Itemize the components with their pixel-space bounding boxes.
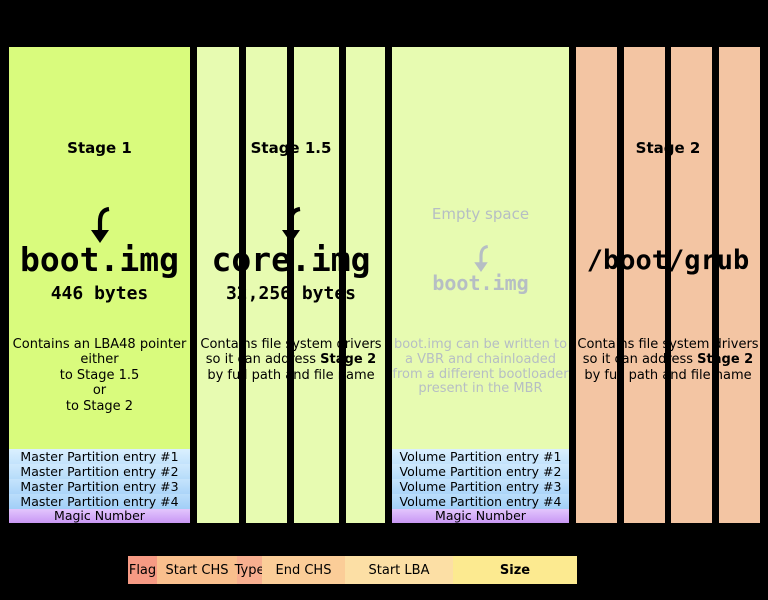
magic-number-row: Magic Number	[9, 509, 190, 523]
stage15-text-layer: Stage 1.5 core.img 32,256 bytes Contains…	[197, 47, 385, 523]
stage1-description: Contains an LBA48 pointer either to Stag…	[12, 337, 187, 414]
stage15-sector-2	[246, 47, 287, 523]
stage1-label: Stage 1	[67, 139, 132, 157]
stage15-sector-1	[197, 47, 239, 523]
empty-space-description: boot.img can be written to a VBR and cha…	[392, 337, 569, 397]
stage15-size: 32,256 bytes	[225, 283, 357, 304]
volume-partition-table: Volume Partition entry #1 Volume Partiti…	[392, 449, 569, 523]
partition-entry-row: Master Partition entry #2	[9, 464, 190, 479]
stage2-description: Contains file system drivers so it can a…	[577, 337, 759, 383]
partition-entry-row: Volume Partition entry #4	[392, 494, 569, 509]
legend-start-lba: Start LBA	[345, 556, 453, 584]
stage15-sector-4	[346, 47, 385, 523]
partition-entry-row: Master Partition entry #1	[9, 449, 190, 464]
stage2-path: /boot/grub	[586, 245, 750, 276]
legend-type: Type	[235, 556, 264, 584]
partition-entry-row: Volume Partition entry #3	[392, 479, 569, 494]
down-arrow-icon	[88, 206, 112, 248]
partition-entry-row: Volume Partition entry #1	[392, 449, 569, 464]
stage15-filename: core.img	[211, 240, 371, 279]
partition-entry-row: Master Partition entry #3	[9, 479, 190, 494]
stage1-mbr-column: Stage 1 boot.img 446 bytes Contains an L…	[9, 47, 190, 523]
stage2-label: Stage 2	[635, 139, 701, 157]
stage2-sector-4	[719, 47, 760, 523]
empty-space-filename: boot.img	[432, 271, 529, 295]
empty-space-label: Empty space	[431, 205, 530, 223]
master-partition-table: Master Partition entry #1 Master Partiti…	[9, 449, 190, 523]
legend-start-chs: Start CHS	[157, 556, 237, 584]
magic-number-row: Magic Number	[392, 509, 569, 523]
stage1-filename: boot.img	[20, 240, 179, 279]
stage15-label: Stage 1.5	[250, 139, 332, 157]
stage2-sector-1	[576, 47, 617, 523]
stage1-size: 446 bytes	[50, 283, 149, 304]
partition-entry-legend: Flag Start CHS Type End CHS Start LBA Si…	[128, 556, 577, 584]
partition-entry-row: Volume Partition entry #2	[392, 464, 569, 479]
down-arrow-icon	[279, 206, 303, 248]
stage2-sector-3	[671, 47, 712, 523]
stage15-description: Contains file system drivers so it can a…	[200, 337, 382, 383]
stage2-text-layer: Stage 2 /boot/grub Contains file system …	[576, 47, 760, 523]
stage2-sector-2	[624, 47, 665, 523]
stage15-sector-3	[294, 47, 339, 523]
faded-down-arrow-icon	[472, 244, 490, 277]
legend-size: Size	[453, 556, 577, 584]
partition-entry-row: Master Partition entry #4	[9, 494, 190, 509]
empty-space-vbr-column: Empty space boot.img boot.img can be wri…	[392, 47, 569, 523]
legend-flag: Flag	[128, 556, 157, 584]
legend-end-chs: End CHS	[262, 556, 345, 584]
